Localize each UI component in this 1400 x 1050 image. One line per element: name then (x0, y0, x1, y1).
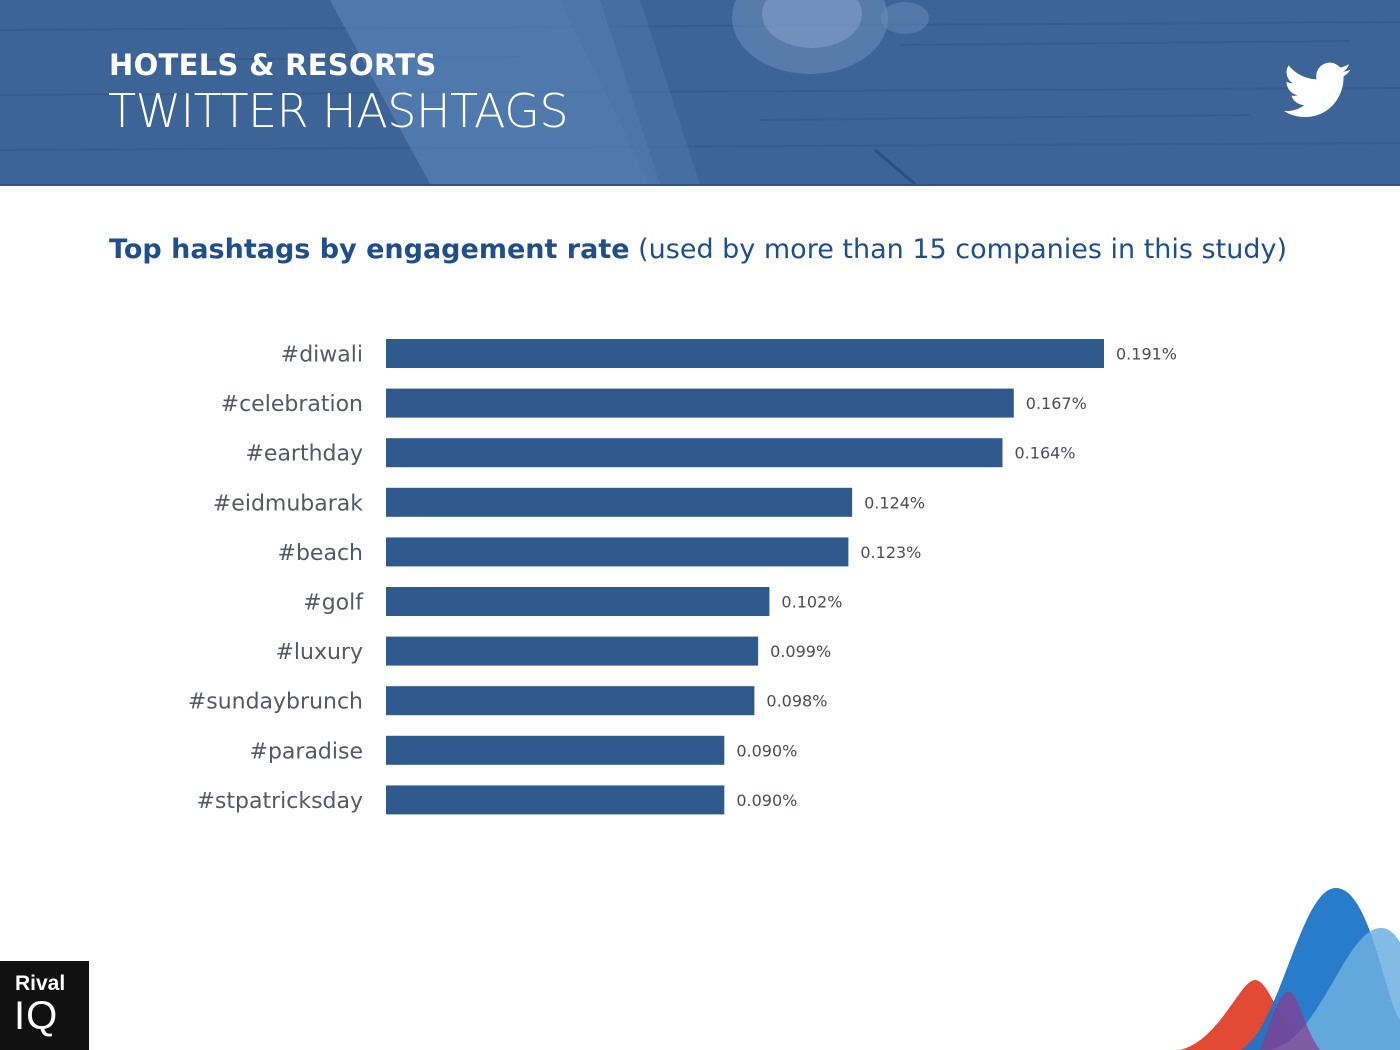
value-label-celebration: 0.167% (1026, 394, 1087, 413)
value-label-sundaybrunch: 0.098% (766, 692, 827, 711)
value-label-beach: 0.123% (860, 543, 921, 562)
bar-earthday (386, 438, 1003, 468)
category-label-diwali: #diwali (281, 343, 363, 368)
bar-diwali (386, 339, 1104, 368)
bar-paradise (386, 735, 725, 765)
category-label-sundaybrunch: #sundaybrunch (188, 690, 363, 715)
chart-heading: Top hashtags by engagement rate (used by… (109, 234, 1287, 265)
rival-iq-logo: Rival IQ (0, 961, 89, 1050)
header-background-image (0, 0, 1400, 184)
category-label-stpatricksday: #stpatricksday (196, 789, 363, 814)
header-banner: HOTELS & RESORTS TWITTER HASHTAGS (0, 0, 1400, 184)
bar-eidmubarak (386, 487, 853, 517)
category-label-luxury: #luxury (275, 640, 363, 665)
category-label-celebration: #celebration (221, 392, 363, 417)
report-title: TWITTER HASHTAGS (108, 84, 569, 138)
category-label-paradise: #paradise (250, 739, 363, 764)
value-label-paradise: 0.090% (736, 741, 797, 760)
twitter-bird-icon (1284, 62, 1351, 118)
value-label-stpatricksday: 0.090% (736, 791, 797, 810)
category-label-golf: #golf (303, 591, 364, 616)
category-label-eidmubarak: #eidmubarak (213, 491, 363, 516)
bar-sundaybrunch (386, 686, 755, 716)
rival-iq-waves-decoration (1180, 887, 1400, 1050)
bar-golf (386, 587, 770, 616)
value-label-eidmubarak: 0.124% (864, 493, 925, 512)
category-label-beach: #beach (278, 541, 363, 566)
value-label-diwali: 0.191% (1116, 345, 1177, 364)
chart-heading-bold: Top hashtags by engagement rate (109, 234, 630, 265)
bar-beach (386, 537, 849, 567)
chart-heading-light: (used by more than 15 companies in this … (638, 234, 1287, 265)
value-label-earthday: 0.164% (1015, 444, 1076, 463)
bar-luxury (386, 636, 759, 666)
bar-stpatricksday (386, 785, 725, 815)
value-label-golf: 0.102% (781, 593, 842, 612)
header-divider (0, 184, 1400, 186)
logo-text-rival: Rival (15, 972, 66, 995)
bar-celebration (386, 388, 1014, 418)
category-title: HOTELS & RESORTS (109, 48, 437, 82)
value-label-luxury: 0.099% (770, 642, 831, 661)
logo-text-iq: IQ (14, 994, 59, 1038)
category-label-earthday: #earthday (245, 442, 363, 467)
